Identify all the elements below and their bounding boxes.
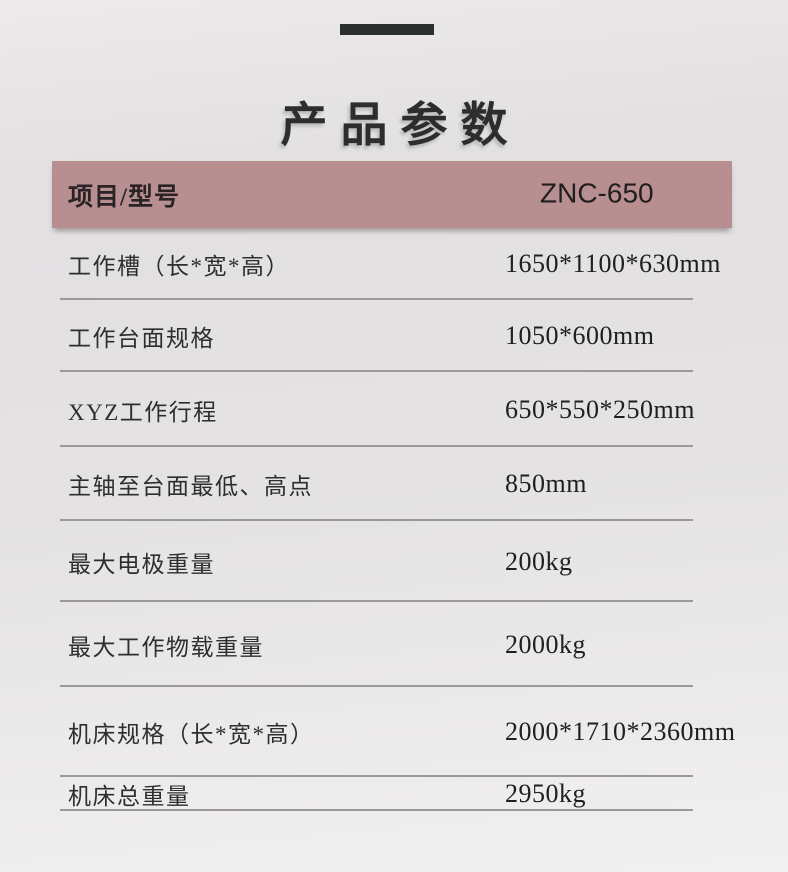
row-divider xyxy=(60,445,693,447)
row-divider xyxy=(60,775,693,777)
row-label: 工作槽（长*宽*高） xyxy=(68,254,290,279)
row-divider xyxy=(60,685,693,687)
table-row: 主轴至台面最低、高点 850mm xyxy=(52,447,732,521)
row-value: 2950kg xyxy=(505,779,586,808)
table-row: 最大工作物载重量 2000kg xyxy=(52,602,732,687)
row-label: XYZ工作行程 xyxy=(68,399,218,425)
row-value: 1050*600mm xyxy=(505,321,655,350)
row-value: 1650*1100*630mm xyxy=(505,249,721,278)
row-label: 机床总重量 xyxy=(68,784,191,809)
row-divider xyxy=(60,370,693,372)
row-value: 850mm xyxy=(505,469,587,498)
table-row: XYZ工作行程 650*550*250mm xyxy=(52,372,732,447)
row-label: 主轴至台面最低、高点 xyxy=(68,474,313,499)
row-value: 650*550*250mm xyxy=(505,394,695,424)
row-value: 200kg xyxy=(505,546,573,576)
header-item-cell: 项目/型号 xyxy=(68,183,180,211)
page-title: 产品参数 xyxy=(280,98,521,151)
row-value: 2000kg xyxy=(505,629,586,659)
row-divider xyxy=(60,519,693,521)
row-label: 最大电极重量 xyxy=(68,551,215,577)
table-row: 机床总重量 2950kg xyxy=(52,777,732,811)
header-model-cell: ZNC-650 xyxy=(540,177,654,209)
row-label: 机床规格（长*宽*高） xyxy=(68,722,315,747)
table-row: 机床规格（长*宽*高） 2000*1710*2360mm xyxy=(52,687,736,777)
row-value: 2000*1710*2360mm xyxy=(505,717,736,746)
row-label: 最大工作物载重量 xyxy=(68,634,264,660)
spec-table-header: 项目/型号 ZNC-650 xyxy=(52,161,732,228)
table-row: 最大电极重量 200kg xyxy=(52,521,732,602)
section-accent-bar xyxy=(340,24,434,35)
spec-table: 项目/型号 ZNC-650 工作槽（长*宽*高） 1650*1100*630mm… xyxy=(52,161,736,811)
row-label: 工作台面规格 xyxy=(68,326,215,351)
row-divider xyxy=(60,809,693,811)
row-divider xyxy=(60,298,693,300)
row-divider xyxy=(60,600,693,602)
table-row: 工作槽（长*宽*高） 1650*1100*630mm xyxy=(52,228,732,300)
table-row: 工作台面规格 1050*600mm xyxy=(52,300,732,372)
